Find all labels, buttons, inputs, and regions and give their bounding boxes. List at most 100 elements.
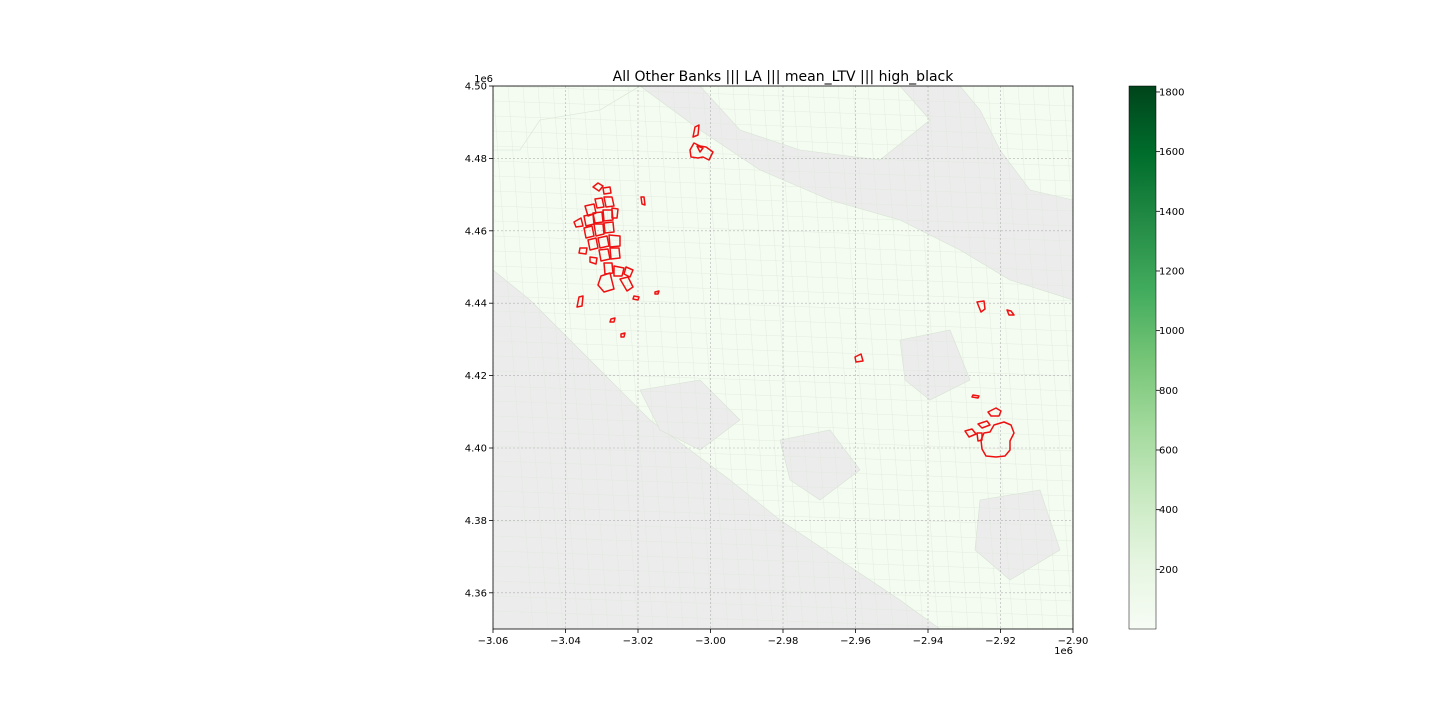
census-tract-region — [493, 86, 641, 151]
y-tick-label: 4.50 — [465, 82, 487, 93]
tract-boundary-line — [1062, 86, 1073, 225]
highlighted-tract — [592, 182, 604, 192]
tract-boundary-line — [1017, 86, 1059, 629]
highlighted-tract — [602, 186, 612, 195]
highlighted-tract — [593, 223, 605, 237]
grid-lines — [493, 86, 1073, 629]
y-tick-label: 4.40 — [465, 444, 487, 455]
x-tick-label: −2.94 — [913, 636, 944, 647]
tract-boundary-line — [897, 86, 939, 629]
highlighted-tract — [576, 295, 584, 308]
highlighted-tract — [613, 265, 625, 277]
y-tick-label: 4.46 — [465, 226, 487, 237]
tract-boundary-line — [507, 86, 549, 629]
highlighted-tract — [583, 225, 595, 239]
tract-boundary-line — [1047, 86, 1073, 429]
tract-boundary-line — [493, 190, 1073, 212]
highlighted-tracts — [573, 124, 1015, 458]
colorbar-tick-label: 1800 — [1159, 87, 1184, 98]
tract-boundary-line — [627, 86, 669, 629]
x-tick-label: −3.00 — [695, 636, 726, 647]
x-tick-label: −2.92 — [985, 636, 1016, 647]
tract-boundary-line — [867, 86, 909, 629]
census-tract-region — [699, 86, 931, 161]
highlighted-tract — [598, 248, 611, 262]
tract-boundary-line — [493, 86, 534, 629]
highlighted-tract — [632, 295, 640, 301]
highlighted-tract — [971, 394, 980, 399]
highlighted-tract — [619, 276, 634, 292]
highlighted-tract — [987, 407, 1002, 417]
y-tick-label: 4.42 — [465, 371, 487, 382]
colorbar-tick-label: 800 — [1159, 386, 1178, 397]
tract-boundary-line — [493, 310, 1073, 332]
tract-boundary-line — [1002, 86, 1044, 629]
x-tick-label: −3.06 — [478, 636, 509, 647]
tract-boundary-line — [493, 610, 1021, 629]
colorbar-tick-label: 1200 — [1159, 266, 1184, 277]
tract-boundary-line — [582, 86, 624, 629]
highlighted-tract — [573, 217, 584, 228]
census-tract-region — [779, 429, 861, 501]
y-offset-label: 1e6 — [474, 74, 493, 85]
chart-title: All Other Banks ||| LA ||| mean_LTV ||| … — [613, 69, 955, 85]
tract-boundary-line — [537, 86, 579, 629]
highlighted-tract — [976, 300, 986, 313]
census-tract-region — [974, 489, 1061, 581]
x-tick-label: −3.02 — [623, 636, 654, 647]
highlighted-tract — [589, 256, 598, 265]
highlighted-tract — [611, 207, 619, 219]
tract-boundary-line — [987, 86, 1029, 629]
x-tick-label: −2.98 — [768, 636, 799, 647]
x-axis: −3.06 −3.04 −3.02 −3.00 −2.98 −2.96 −2.94 −2.92… — [478, 629, 1089, 657]
tract-boundary-line — [642, 86, 684, 629]
y-axis: 4.36 4.38 4.40 4.42 4.44 4.46 4.48 4.50 1e6 — [465, 74, 493, 599]
highlighted-tract — [587, 237, 599, 251]
highlighted-tract — [689, 142, 714, 161]
highlighted-tract — [597, 272, 615, 293]
tract-boundary-line — [493, 430, 1073, 452]
tract-boundary-line — [1078, 86, 1118, 629]
tract-boundary-line — [552, 86, 594, 629]
tract-boundary-line — [732, 86, 774, 629]
tract-boundary-line — [747, 86, 789, 629]
tract-boundary-line — [762, 86, 804, 629]
y-tick-label: 4.44 — [465, 299, 487, 310]
x-offset-label: 1e6 — [1054, 646, 1073, 657]
highlighted-tract — [578, 247, 588, 255]
highlighted-tract — [640, 196, 646, 206]
x-tick-label: −2.90 — [1058, 636, 1089, 647]
tract-boundary-line — [912, 86, 954, 629]
colorbar-gradient — [1128, 85, 1157, 630]
highlighted-tract — [654, 290, 660, 295]
tract-boundary-line — [612, 86, 654, 629]
colorbar-tick-label: 600 — [1159, 445, 1178, 456]
highlighted-tract — [964, 428, 977, 438]
colorbar-tick-label: 200 — [1159, 565, 1178, 576]
colorbar-tick-label: 1000 — [1159, 326, 1184, 337]
tract-boundary-line — [927, 86, 969, 629]
tract-boundary-line — [837, 86, 879, 629]
tract-boundary-line — [777, 86, 819, 629]
tract-boundary-line — [717, 86, 759, 629]
colorbar: 200 400 600 800 1000 1200 1400 1600 1800 — [1128, 85, 1184, 630]
colorbar-tick-label: 1600 — [1159, 147, 1184, 158]
highlighted-tract — [1006, 309, 1015, 316]
census-tract-region — [959, 86, 1073, 201]
tract-boundary-line — [493, 550, 1073, 572]
highlighted-tract — [592, 211, 604, 224]
highlighted-tract — [623, 266, 634, 278]
tract-boundary-line — [493, 130, 1073, 152]
tract-boundary-line — [957, 86, 999, 629]
highlighted-tract — [594, 197, 605, 209]
highlighted-tract — [976, 432, 983, 442]
tract-boundary-line — [822, 86, 864, 629]
highlighted-tract — [980, 421, 1015, 458]
tract-boundary-line — [493, 370, 1073, 392]
highlighted-tract — [602, 209, 614, 222]
map-plot-area — [492, 85, 1118, 630]
tract-boundary-line — [493, 250, 1073, 272]
highlighted-tract — [608, 234, 621, 248]
highlighted-tract — [609, 247, 621, 260]
